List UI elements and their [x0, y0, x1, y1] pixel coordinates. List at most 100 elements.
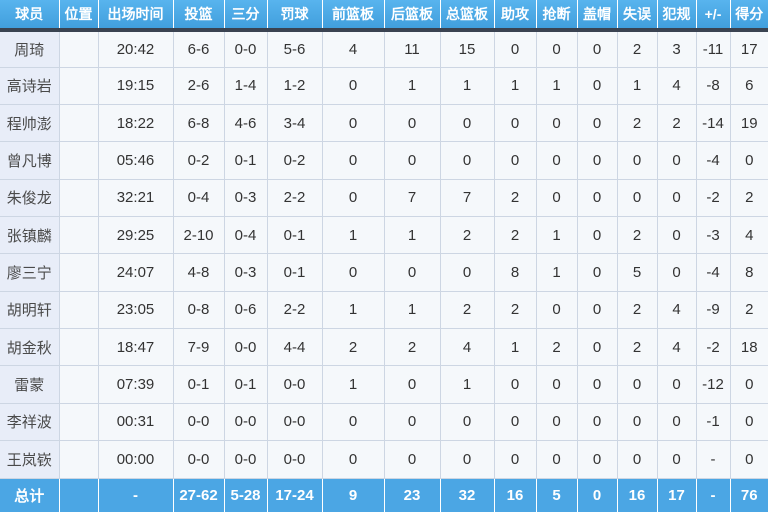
column-header-fg: 投篮: [172, 0, 224, 32]
table-body: 周琦 20:42 6-6 0-0 5-6 4 11 15 0 0 0 2 3 -11 17 高诗岩 19:15 2…: [0, 29, 768, 479]
cell-pf: 0: [656, 178, 697, 218]
cell-ast: 0: [493, 440, 537, 479]
cell-ft: 0-0: [266, 402, 323, 442]
cell-blk: 0: [576, 216, 618, 255]
cell-ast: 1: [493, 328, 537, 367]
cell-ft: 5-6: [266, 29, 323, 68]
cell-position: [58, 66, 99, 106]
cell-oreb: 4: [321, 29, 385, 68]
cell-pts: 18: [729, 328, 768, 367]
cell-fg: 0-4: [172, 178, 225, 218]
cell-treb: 0: [439, 253, 495, 292]
cell-pts: 0: [729, 402, 768, 442]
cell-tov: 0: [616, 178, 658, 218]
cell-pm: -2: [695, 328, 731, 367]
cell-pm: -9: [695, 290, 731, 330]
cell-pf: 2: [656, 104, 697, 143]
cell-pm: -8: [695, 66, 731, 106]
cell-blk: 0: [576, 402, 618, 442]
cell-pf: 0: [656, 440, 697, 479]
table-row: 李祥波 00:31 0-0 0-0 0-0 0 0 0 0 0 0 0 0 -1 0: [0, 402, 768, 442]
cell-treb: 2: [439, 290, 495, 330]
cell-position: [58, 104, 99, 143]
total-cell-three: 5-28: [223, 478, 267, 512]
cell-treb: 2: [439, 216, 495, 255]
cell-minutes: 00:00: [97, 440, 174, 479]
cell-three: 0-0: [223, 402, 268, 442]
cell-minutes: 18:47: [97, 328, 174, 367]
cell-position: [58, 440, 99, 479]
cell-ft: 2-2: [266, 178, 323, 218]
table-header: 球员 位置 出场时间 投篮 三分 罚球 前篮板 后篮板 总篮板 助攻 抢断 盖帽 失误 犯规 +/- 得分: [0, 0, 768, 32]
column-header-oreb: 前篮板: [321, 0, 384, 32]
cell-blk: 0: [576, 290, 618, 330]
cell-minutes: 24:07: [97, 253, 174, 292]
cell-fg: 6-6: [172, 29, 225, 68]
cell-pf: 4: [656, 66, 697, 106]
column-header-pts: 得分: [729, 0, 768, 32]
cell-pm: -4: [695, 253, 731, 292]
player-name-cell: 高诗岩: [0, 66, 60, 106]
cell-dreb: 0: [383, 253, 441, 292]
cell-oreb: 0: [321, 178, 385, 218]
cell-dreb: 7: [383, 178, 441, 218]
cell-minutes: 32:21: [97, 178, 174, 218]
total-cell-ast: 16: [493, 478, 536, 512]
total-cell-position: [58, 478, 98, 512]
cell-pf: 0: [656, 141, 697, 180]
cell-treb: 7: [439, 178, 495, 218]
player-name-cell: 周琦: [0, 29, 60, 68]
table-row: 胡金秋 18:47 7-9 0-0 4-4 2 2 4 1 2 0 2 4 -2 18: [0, 328, 768, 367]
cell-position: [58, 402, 99, 442]
cell-stl: 1: [535, 216, 578, 255]
cell-three: 0-0: [223, 440, 268, 479]
cell-fg: 0-1: [172, 365, 225, 404]
table-row: 高诗岩 19:15 2-6 1-4 1-2 0 1 1 1 1 0 1 4 -8 6: [0, 66, 768, 106]
cell-ast: 0: [493, 104, 537, 143]
cell-ft: 0-0: [266, 365, 323, 404]
cell-three: 0-1: [223, 141, 268, 180]
cell-dreb: 0: [383, 104, 441, 143]
cell-dreb: 0: [383, 365, 441, 404]
cell-blk: 0: [576, 66, 618, 106]
total-cell-blk: 0: [576, 478, 617, 512]
cell-three: 0-4: [223, 216, 268, 255]
total-cell-pm: -: [695, 478, 730, 512]
cell-fg: 0-0: [172, 402, 225, 442]
cell-three: 0-3: [223, 253, 268, 292]
table-row: 曾凡博 05:46 0-2 0-1 0-2 0 0 0 0 0 0 0 0 -4 0: [0, 141, 768, 180]
total-cell-dreb: 23: [383, 478, 440, 512]
player-name-cell: 胡金秋: [0, 328, 60, 367]
cell-ft: 3-4: [266, 104, 323, 143]
column-header-position: 位置: [58, 0, 98, 32]
cell-minutes: 20:42: [97, 29, 174, 68]
column-header-treb: 总篮板: [439, 0, 494, 32]
player-name-cell: 曾凡博: [0, 141, 60, 180]
cell-fg: 2-10: [172, 216, 225, 255]
cell-dreb: 1: [383, 290, 441, 330]
cell-minutes: 23:05: [97, 290, 174, 330]
cell-blk: 0: [576, 440, 618, 479]
cell-pts: 4: [729, 216, 768, 255]
cell-pm: -12: [695, 365, 731, 404]
total-cell-ft: 17-24: [266, 478, 322, 512]
cell-treb: 0: [439, 141, 495, 180]
player-name-cell: 程帅澎: [0, 104, 60, 143]
cell-position: [58, 328, 99, 367]
cell-ast: 0: [493, 141, 537, 180]
cell-pf: 4: [656, 328, 697, 367]
player-name-cell: 王岚嵚: [0, 440, 60, 479]
cell-ast: 0: [493, 402, 537, 442]
column-header-tov: 失误: [616, 0, 657, 32]
cell-treb: 0: [439, 104, 495, 143]
cell-position: [58, 141, 99, 180]
cell-ast: 0: [493, 29, 537, 68]
cell-ft: 1-2: [266, 66, 323, 106]
cell-pf: 0: [656, 402, 697, 442]
total-cell-minutes: -: [97, 478, 173, 512]
cell-pm: -11: [695, 29, 731, 68]
cell-stl: 0: [535, 290, 578, 330]
cell-dreb: 1: [383, 216, 441, 255]
cell-dreb: 2: [383, 328, 441, 367]
cell-tov: 2: [616, 29, 658, 68]
